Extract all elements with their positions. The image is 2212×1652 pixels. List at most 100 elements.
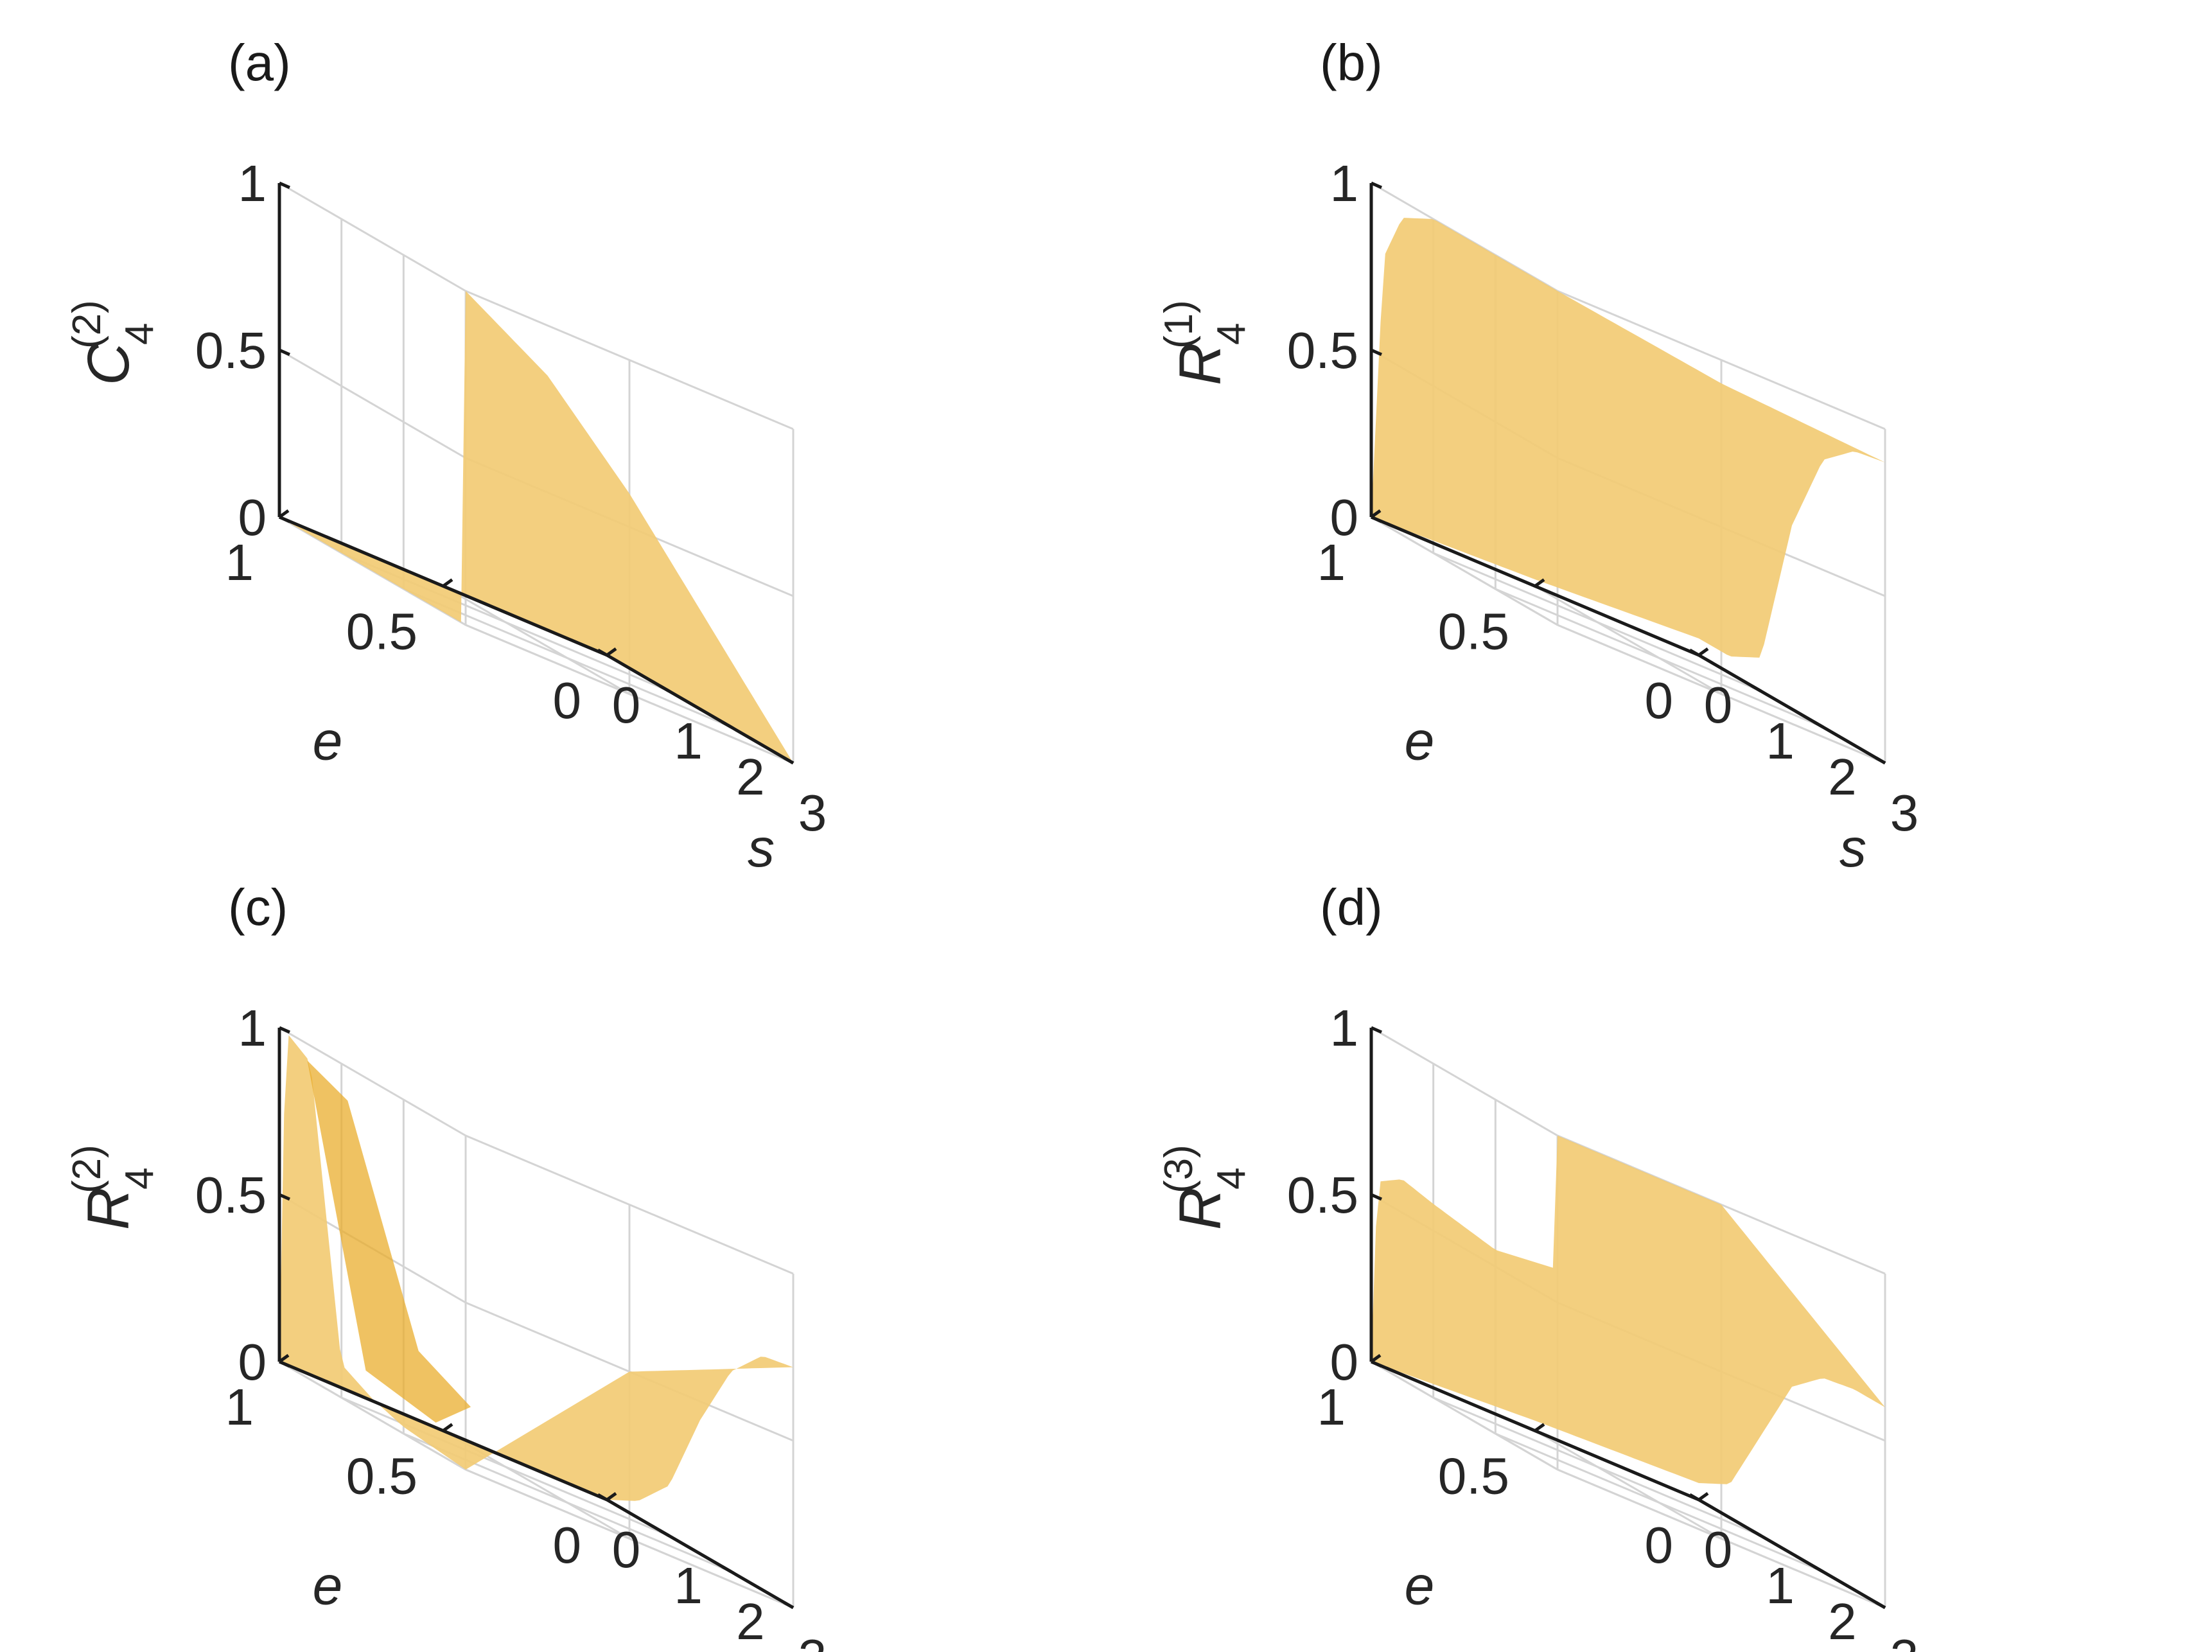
s-tick	[1751, 1529, 1762, 1538]
z-axis-label-main: R	[1168, 343, 1233, 385]
s-tick-label: 0	[1704, 676, 1733, 734]
z-axis-label-sup: (2)	[65, 1145, 109, 1193]
e-tick	[1534, 1423, 1545, 1432]
e-axis-label: e	[1405, 1556, 1435, 1616]
e-tick-label: 0	[553, 672, 582, 729]
s-tick-label: 1	[1766, 712, 1795, 769]
panel-b-surface	[1371, 218, 1885, 658]
grid-line	[465, 290, 794, 430]
e-tick	[1370, 509, 1382, 519]
grid-line	[279, 182, 466, 292]
e-tick-label: 0.5	[1438, 603, 1509, 660]
z-axis-label: C4 (2)	[65, 300, 162, 385]
s-tick	[659, 684, 670, 693]
z-tick-label: 1	[238, 155, 267, 212]
s-tick	[597, 1493, 608, 1502]
s-axis-label: s	[1839, 818, 1866, 878]
s-tick-label: 2	[736, 748, 765, 805]
z-tick-label: 0	[238, 1333, 267, 1391]
s-tick-label: 1	[674, 1557, 703, 1614]
s-tick	[783, 756, 794, 765]
s-axis-label: s	[748, 818, 775, 878]
s-tick-label: 0	[1704, 1521, 1733, 1578]
s-tick-label: 0	[612, 1521, 641, 1578]
z-tick-label: 0.5	[1287, 322, 1358, 379]
s-tick	[659, 1529, 670, 1538]
s-axis	[1698, 653, 1886, 765]
grid-line	[279, 349, 466, 459]
s-axis	[1698, 1498, 1886, 1610]
z-tick-label: 1	[1330, 155, 1359, 212]
e-tick	[1698, 647, 1709, 657]
e-tick-label: 1	[225, 1378, 254, 1436]
s-tick-label: 2	[1828, 1593, 1857, 1650]
panel-a-surface	[279, 291, 793, 763]
s-tick	[1689, 648, 1700, 657]
grid-line	[1371, 516, 1558, 626]
z-axis-label-sub: 4	[1209, 1168, 1254, 1190]
e-tick	[278, 1353, 290, 1364]
z-axis-label: R4 (2)	[65, 1145, 162, 1230]
z-axis-label-sup: (3)	[1157, 1145, 1201, 1193]
z-tick	[278, 348, 291, 356]
z-tick	[278, 181, 291, 189]
s-tick	[783, 1601, 794, 1610]
grid-line	[279, 1026, 466, 1137]
z-axis-label-sub: 4	[118, 1168, 162, 1190]
z-tick	[1370, 1026, 1383, 1034]
e-tick	[1534, 578, 1545, 588]
z-axis-label: R4 (3)	[1157, 1145, 1254, 1230]
s-tick-label: 1	[1766, 1557, 1795, 1614]
s-tick	[1875, 756, 1886, 765]
z-axis-label-sup: (1)	[1157, 300, 1201, 349]
panel-c-surface	[279, 1035, 793, 1501]
grid-line	[1557, 290, 1886, 430]
panel-c-label: (c)	[228, 879, 288, 936]
s-tick	[1751, 684, 1762, 693]
s-tick-label: 3	[798, 1629, 827, 1652]
e-tick	[442, 578, 453, 588]
s-tick	[1689, 1493, 1700, 1502]
s-tick-label: 2	[736, 1593, 765, 1650]
e-tick-label: 0	[1645, 672, 1674, 729]
e-tick	[1370, 1353, 1382, 1364]
z-tick-label: 0.5	[1287, 1166, 1358, 1224]
s-tick-label: 1	[674, 712, 703, 769]
e-axis-label: e	[313, 1556, 343, 1616]
e-tick	[606, 647, 617, 657]
z-tick	[278, 1193, 291, 1201]
s-tick-label: 3	[1890, 1629, 1919, 1652]
s-axis	[606, 653, 794, 765]
panel-a-label: (a)	[228, 34, 291, 91]
s-axis	[606, 1498, 794, 1610]
z-axis-label-main: R	[76, 1188, 141, 1230]
s-tick	[721, 1565, 732, 1574]
e-tick-label: 1	[1317, 1378, 1346, 1436]
e-tick-label: 0.5	[346, 1448, 417, 1505]
z-tick-label: 0	[1330, 1333, 1359, 1391]
z-tick-label: 0.5	[195, 1166, 267, 1224]
z-axis-label-sup: (2)	[65, 300, 109, 349]
e-axis-label: e	[313, 711, 343, 771]
panel-d-label: (d)	[1320, 879, 1383, 936]
z-tick-label: 0	[1330, 489, 1359, 546]
e-axis-label: e	[1405, 711, 1435, 771]
panel-c-surface-fold	[307, 1060, 471, 1423]
s-tick-label: 3	[798, 784, 827, 841]
e-tick	[278, 509, 290, 519]
grid-line	[1534, 1430, 1722, 1540]
e-tick-label: 0.5	[346, 603, 417, 660]
s-tick	[1875, 1601, 1886, 1610]
z-tick-label: 0.5	[195, 322, 267, 379]
grid-line	[443, 585, 630, 695]
z-tick-label: 1	[238, 999, 267, 1057]
z-axis-label-sub: 4	[118, 323, 162, 345]
e-tick-label: 0	[553, 1516, 582, 1574]
e-tick	[442, 1423, 453, 1432]
s-tick-label: 0	[612, 676, 641, 734]
